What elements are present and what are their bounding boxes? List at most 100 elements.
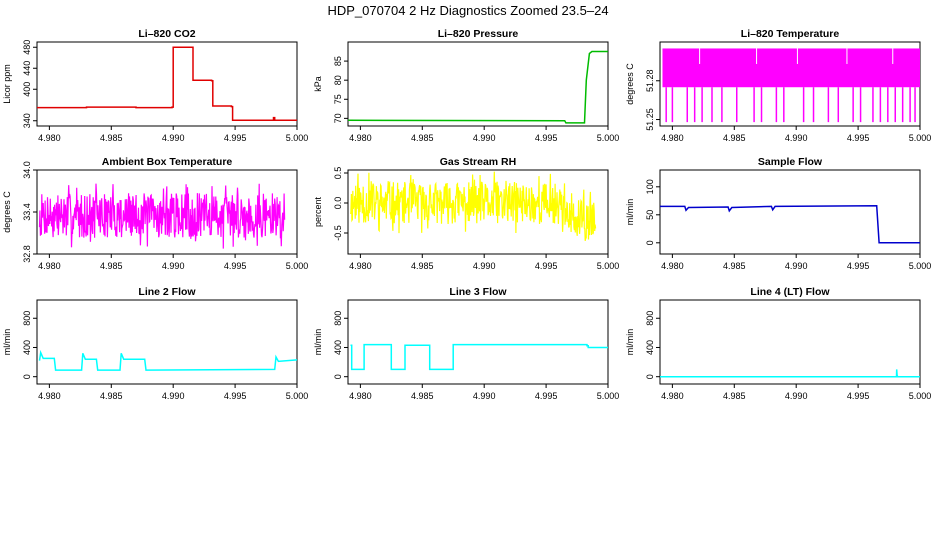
x-tick-label: 4.980 [38, 391, 61, 401]
y-tick-label: -0.5 [333, 225, 343, 241]
series-line-Line3Flow [350, 343, 608, 371]
series-line-CO2 [37, 46, 297, 121]
y-tick-label: 440 [22, 61, 32, 76]
y-tick-label: 400 [22, 340, 32, 355]
series-group [38, 183, 286, 249]
x-tick-label: 5.000 [909, 261, 932, 271]
x-tick-label: 4.990 [785, 391, 808, 401]
x-tick-label: 4.995 [847, 261, 870, 271]
y-tick-label: 800 [22, 311, 32, 326]
y-tick-label: 75 [333, 94, 343, 104]
panel-title: Sample Flow [758, 156, 823, 168]
series-group [37, 46, 297, 121]
x-tick-label: 4.995 [535, 391, 558, 401]
x-tick-label: 4.980 [349, 261, 372, 271]
chart-panel-2: Li–820 Pressure 4.980 4.985 4.990 4.995 5.000… [313, 28, 619, 143]
y-tick-label: 400 [645, 340, 655, 355]
x-tick-label: 5.000 [909, 133, 932, 143]
x-tick-label: 4.995 [847, 133, 870, 143]
x-tick-label: 4.990 [473, 133, 496, 143]
series-group [660, 205, 920, 244]
panel-title: Li–820 Pressure [438, 28, 519, 40]
chart-panel-3: Li–820 Temperature 4.980 4.985 4.990 4.995 5.… [625, 28, 931, 143]
x-tick-label: 4.995 [224, 261, 247, 271]
y-tick-label: 0 [645, 240, 655, 245]
x-tick-label: 4.980 [38, 133, 61, 143]
panel-title: Line 2 Flow [138, 286, 196, 298]
y-tick-label: 0 [333, 374, 343, 379]
x-tick-label: 4.990 [785, 261, 808, 271]
plot-frame [36, 41, 298, 127]
x-tick-label: 4.985 [411, 391, 434, 401]
x-tick-label: 5.000 [286, 391, 309, 401]
y-axis-label: ml/min [625, 329, 635, 356]
y-axis-label: kPa [313, 76, 323, 92]
x-tick-label: 4.995 [224, 391, 247, 401]
y-axis-label: degrees C [625, 63, 635, 105]
series-group [662, 48, 920, 123]
x-tick-label: 4.980 [661, 261, 684, 271]
y-axis-label: ml/min [2, 329, 12, 356]
x-tick-label: 4.985 [411, 133, 434, 143]
x-tick-label: 4.995 [535, 261, 558, 271]
x-tick-label: 4.985 [100, 391, 123, 401]
plot-frame [36, 299, 298, 385]
y-tick-label: 34.0 [22, 161, 32, 179]
y-tick-label: 400 [22, 82, 32, 97]
series-band-Temperature [662, 48, 920, 88]
x-tick-label: 4.980 [349, 391, 372, 401]
y-tick-label: 100 [645, 179, 655, 194]
y-tick-label: 85 [333, 56, 343, 66]
x-tick-label: 4.980 [661, 391, 684, 401]
y-tick-label: 480 [22, 40, 32, 55]
panel-title: Li–820 CO2 [138, 28, 195, 40]
x-tick-label: 4.985 [411, 261, 434, 271]
series-line-Pressure [348, 50, 608, 124]
series-group [348, 50, 608, 124]
y-tick-label: 0 [22, 374, 32, 379]
series-line-RH [349, 171, 597, 242]
x-tick-label: 4.990 [162, 391, 185, 401]
x-tick-label: 4.990 [473, 391, 496, 401]
x-tick-label: 5.000 [597, 391, 620, 401]
y-tick-label: 50 [645, 210, 655, 220]
x-tick-label: 4.990 [162, 261, 185, 271]
plot-frame [347, 299, 609, 385]
x-tick-label: 5.000 [597, 133, 620, 143]
series-line-Line4Flow [660, 369, 920, 378]
plot-frame [347, 41, 609, 127]
plot-frame [347, 169, 609, 255]
y-tick-label: 32.8 [22, 245, 32, 263]
x-tick-label: 5.000 [286, 261, 309, 271]
x-tick-label: 4.995 [847, 391, 870, 401]
y-axis-label: ml/min [313, 329, 323, 356]
y-tick-label: 70 [333, 113, 343, 123]
x-tick-label: 4.985 [723, 391, 746, 401]
series-group [38, 349, 297, 371]
y-tick-label: 0 [645, 374, 655, 379]
x-tick-label: 4.990 [785, 133, 808, 143]
y-tick-label: 340 [22, 113, 32, 128]
x-tick-label: 4.990 [473, 261, 496, 271]
y-axis-label: percent [313, 196, 323, 227]
x-tick-label: 4.995 [535, 133, 558, 143]
x-tick-label: 5.000 [286, 133, 309, 143]
chart-panel-6: Sample Flow 4.980 4.985 4.990 4.995 5.000 0 50 1… [625, 156, 931, 271]
y-tick-label: 0.5 [333, 167, 343, 180]
panel-title: Ambient Box Temperature [102, 156, 233, 168]
series-group [350, 343, 608, 371]
panel-title: Gas Stream RH [440, 156, 516, 168]
chart-panel-9: Line 4 (LT) Flow 4.980 4.985 4.990 4.995 5.00… [625, 286, 931, 401]
plot-frame [659, 299, 921, 385]
plot-frame [659, 169, 921, 255]
y-tick-label: 800 [645, 311, 655, 326]
y-tick-label: 33.4 [22, 203, 32, 221]
x-tick-label: 4.985 [100, 261, 123, 271]
x-tick-label: 4.990 [162, 133, 185, 143]
y-tick-label: 80 [333, 75, 343, 85]
y-axis-label: Licor ppm [2, 64, 12, 104]
chart-grid: Li–820 CO2 4.980 4.985 4.990 4.995 5.000 340 40… [2, 28, 931, 401]
panel-title: Li–820 Temperature [741, 28, 840, 40]
panel-title: Line 3 Flow [449, 286, 507, 298]
